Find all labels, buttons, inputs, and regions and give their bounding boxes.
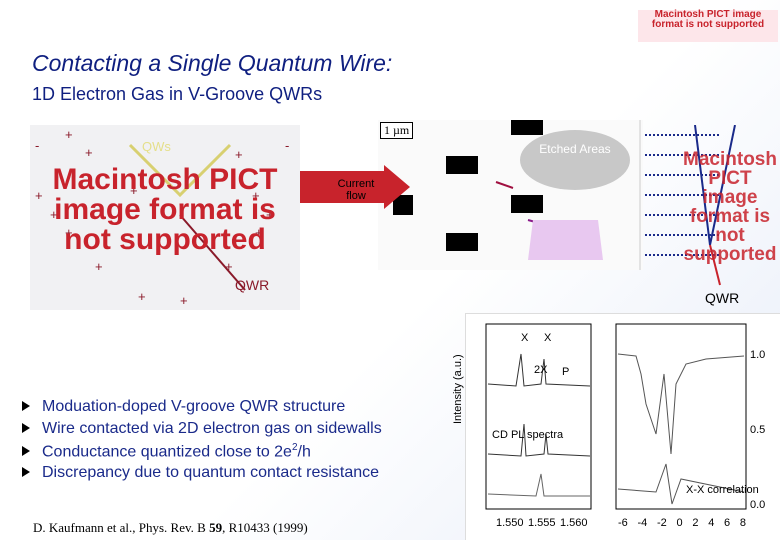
- x-tick-label: 1.560: [560, 517, 588, 529]
- bullet: Discrepancy due to quantum contact resis…: [22, 464, 379, 482]
- image-placeholder: Macintosh PICT image format is not suppo…: [638, 10, 778, 42]
- subtitle: 1D Electron Gas in V-Groove QWRs: [32, 84, 323, 104]
- figure-left-art: ++ ++ + ++ + + ++ + + +- -: [35, 127, 289, 308]
- peak-label: X: [521, 332, 529, 344]
- figure-middle-art: [393, 120, 641, 270]
- arrow-current: [300, 165, 410, 209]
- x-tick-label: -4: [637, 517, 648, 529]
- svg-text:+: +: [225, 259, 233, 274]
- svg-text:+: +: [65, 225, 73, 240]
- bullet: Moduation-doped V-groove QWR structure: [22, 398, 345, 416]
- bullet: Wire contacted via 2D electron gas on si…: [22, 420, 382, 438]
- svg-text:-: -: [35, 138, 39, 153]
- citation-volume: 59: [209, 520, 223, 535]
- svg-text:+: +: [255, 225, 263, 240]
- svg-text:+: +: [252, 188, 260, 203]
- bullet-text: Moduation-doped V-groove QWR structure: [42, 398, 346, 415]
- svg-text:+: +: [85, 145, 93, 160]
- svg-text:+: +: [180, 293, 188, 308]
- title: Contacting a Single Quantum Wire:: [32, 50, 393, 76]
- corr-ticks: -6 -4 -2 0 2 4 6 8: [618, 517, 746, 529]
- bullet-text: Wire contacted via 2D electron gas on si…: [42, 420, 382, 437]
- legend-label: P: [562, 366, 570, 378]
- plot-art: [485, 323, 747, 510]
- svg-text:+: +: [138, 289, 146, 304]
- legend-label: CD PL spectra: [492, 429, 564, 441]
- scale-bar: 1 µm: [380, 122, 414, 139]
- legend-label: X-X correlation: [686, 484, 759, 496]
- svg-text:+: +: [35, 188, 43, 203]
- callout-etched: Etched Areas: [520, 130, 630, 190]
- svg-text:+: +: [235, 147, 243, 162]
- right-tick-label: 1.0: [750, 349, 766, 361]
- bullet-text: Discrepancy due to quantum contact resis…: [42, 464, 380, 481]
- svg-text:+: +: [266, 207, 274, 222]
- citation-text: , R10433 (1999): [222, 520, 308, 535]
- label-current: Current flow: [337, 178, 375, 203]
- x-tick-label: 6: [724, 517, 731, 529]
- right-tick-label: 0.5: [750, 424, 766, 436]
- image-placeholder: Macintosh PICT image format is not suppo…: [683, 149, 777, 265]
- figure-middle: 1 µm: [378, 120, 643, 270]
- plot-image: Intensity (a.u.) X X 2X P CD PL spectra …: [452, 313, 780, 540]
- figure-left: + + + + + + + + + + + + + + - - Macintosh PICT image…: [30, 125, 300, 310]
- x-tick-label: 1.550: [496, 517, 524, 529]
- svg-text:+: +: [50, 207, 58, 222]
- x-tick-label: 0: [676, 517, 683, 529]
- citation: D. Kaufmann et al., Phys. Rev. B 59, R10…: [33, 520, 308, 536]
- x-tick-label: -2: [657, 517, 667, 529]
- bullet: Conductance quantized close to 2e2/h: [22, 442, 311, 461]
- superscript: 2: [291, 442, 298, 453]
- citation-text: D. Kaufmann et al., Phys. Rev. B: [33, 520, 210, 535]
- label-qwr-right: QWR: [705, 290, 740, 306]
- label-qwr: QWR: [235, 277, 270, 293]
- svg-text:+: +: [95, 259, 103, 274]
- figure-right-art: [645, 125, 736, 286]
- bullet-text: Conductance quantized close to 2e: [42, 443, 292, 461]
- svg-text:+: +: [65, 127, 73, 142]
- x-tick-label: 2: [692, 517, 699, 529]
- peak-label: X: [544, 332, 552, 344]
- bullet-text: /h: [297, 443, 311, 461]
- x-tick-label: 1.555: [528, 517, 556, 529]
- x-tick-label: 4: [708, 517, 715, 529]
- y-label: Intensity (a.u.): [452, 354, 464, 424]
- svg-text:-: -: [285, 138, 289, 153]
- image-placeholder: Macintosh PICT image format is not suppo…: [52, 163, 278, 256]
- label-qws: QWs: [142, 139, 171, 154]
- svg-text:+: +: [130, 183, 138, 198]
- x-tick-label: 8: [739, 517, 746, 529]
- x-tick-label: -6: [618, 517, 628, 529]
- peak-label: 2X: [534, 364, 548, 376]
- label-etched: Etched Areas: [539, 142, 611, 156]
- right-tick-label: 0.0: [750, 499, 766, 511]
